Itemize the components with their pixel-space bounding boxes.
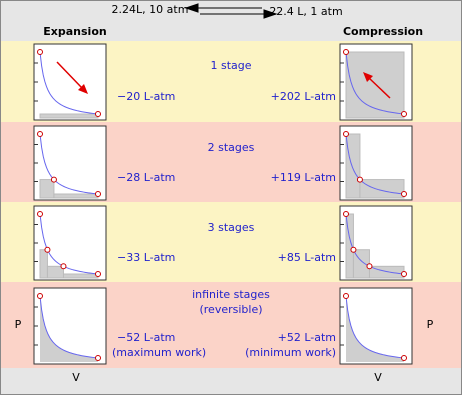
state-point (95, 111, 101, 117)
work-value: +202 L-atm (271, 90, 336, 103)
isotherm (39, 295, 99, 359)
state-point (401, 191, 407, 197)
state-point (343, 211, 349, 217)
state-point (401, 111, 407, 117)
state-point (366, 263, 373, 270)
isotherm (39, 133, 99, 195)
state-point (50, 176, 57, 183)
work-area (345, 51, 405, 119)
work-value: +119 L-atm (271, 171, 336, 184)
state-point (60, 263, 67, 270)
graph-frame (33, 125, 107, 201)
stage-label: 2 stages (208, 141, 255, 154)
stage-label: 1 stage (210, 59, 251, 72)
work-value: +85 L-atm (278, 251, 336, 264)
isotherm (345, 133, 405, 195)
state-point (95, 191, 101, 197)
direction-arrow (368, 77, 391, 99)
work-value: −20 L-atm (117, 90, 175, 103)
work-value: −52 L-atm (117, 331, 175, 344)
work-note: (minimum work) (245, 346, 336, 359)
state-point (95, 271, 101, 277)
state-point (401, 355, 407, 361)
work-area (39, 249, 48, 279)
work-value: −33 L-atm (117, 251, 175, 264)
work-value: +52 L-atm (278, 331, 336, 344)
stage-label: 3 stages (208, 221, 255, 234)
isotherm (39, 213, 99, 275)
work-area (345, 213, 354, 279)
work-area (39, 113, 99, 119)
stage-sublabel: (reversible) (199, 303, 262, 316)
stage-label: infinite stages (192, 288, 270, 301)
column-header: Expansion (43, 25, 106, 38)
isotherm (39, 51, 99, 115)
direction-arrow-head (78, 84, 88, 94)
state-point (37, 211, 43, 217)
work-area (46, 265, 64, 279)
state-point (350, 246, 357, 253)
column-header: Compression (343, 25, 423, 38)
state-point (37, 49, 43, 55)
direction-arrow (56, 61, 83, 89)
axis-label: P (15, 318, 22, 331)
work-area (359, 179, 405, 199)
work-area (40, 296, 98, 362)
state-point (44, 246, 51, 253)
isotherm (345, 295, 405, 359)
state-label: 2.24L, 10 atm (112, 3, 189, 16)
state-point (37, 293, 43, 299)
isotherm (345, 213, 405, 275)
work-area (346, 296, 404, 362)
direction-arrow-head (363, 72, 373, 82)
work-area (62, 273, 99, 279)
axis-label: V (72, 371, 80, 384)
work-area (53, 193, 99, 199)
axis-label: V (374, 371, 382, 384)
work-note: (maximum work) (112, 346, 206, 359)
state-point (343, 293, 349, 299)
isotherm (345, 51, 405, 115)
work-value: −28 L-atm (117, 171, 175, 184)
state-point (356, 176, 363, 183)
axis-label: P (427, 318, 434, 331)
state-point (401, 271, 407, 277)
state-point (37, 131, 43, 137)
state-point (343, 131, 349, 137)
state-point (343, 49, 349, 55)
state-label: 22.4 L, 1 atm (269, 5, 342, 18)
graph-frame (33, 43, 107, 121)
work-area (345, 133, 361, 199)
work-area (39, 179, 55, 199)
equilibrium-arrows (184, 3, 278, 19)
state-point (95, 355, 101, 361)
